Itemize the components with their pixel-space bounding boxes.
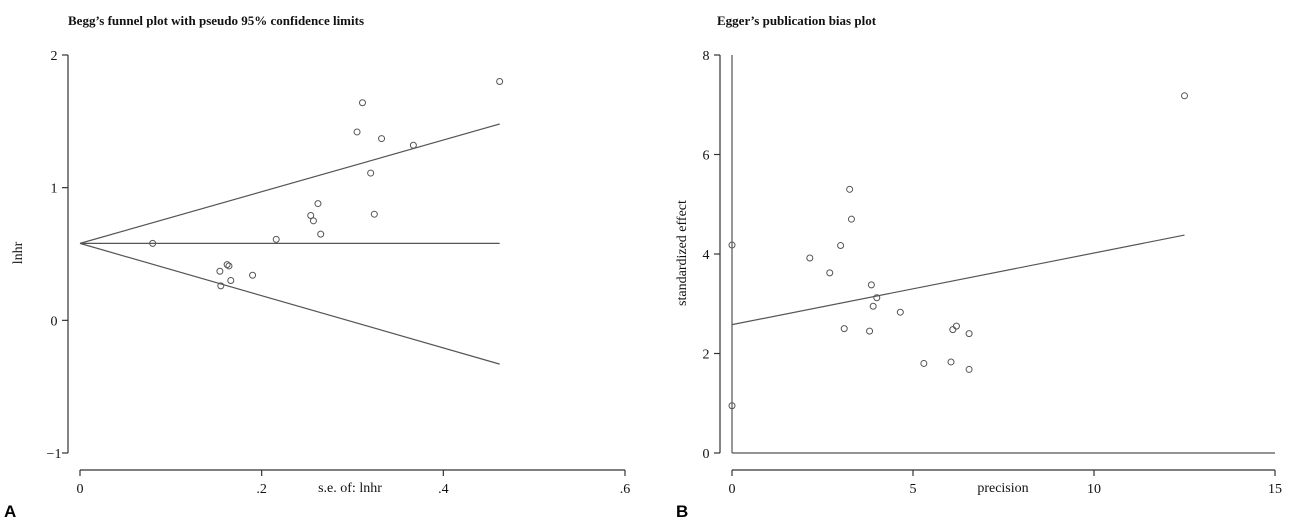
begg-x-tick-label: .4 [438, 482, 449, 497]
egger-study-point [826, 269, 834, 277]
egger-study-point [965, 365, 973, 373]
begg-funnel-plot: −1 0 1 2 0 .2 .4 .6 [47, 49, 631, 497]
begg-study-point [149, 239, 157, 247]
begg-study-point [317, 230, 325, 238]
egger-plot-title: Egger’s publication bias plot [717, 13, 877, 28]
egger-study-point [920, 359, 928, 367]
egger-y-tick-label: 4 [703, 248, 710, 263]
begg-y-tick-label: 2 [51, 49, 58, 64]
egger-study-point [947, 358, 955, 366]
begg-study-point [370, 210, 378, 218]
begg-study-point [358, 99, 366, 107]
begg-x-axis-label: s.e. of: lnhr [318, 481, 382, 496]
egger-bias-plot: 0 2 4 6 8 0 5 10 15 [703, 49, 1283, 497]
egger-study-point [866, 327, 874, 335]
begg-study-point [223, 261, 231, 269]
egger-y-tick-label: 6 [703, 149, 710, 164]
begg-y-axis-label: lnhr [11, 241, 26, 264]
panel-label-b: B [676, 502, 688, 520]
egger-x-axis-label: precision [977, 481, 1028, 496]
egger-study-point [965, 330, 973, 338]
egger-y-tick-label: 2 [703, 348, 710, 363]
begg-upper-confidence-limit [79, 123, 500, 244]
begg-y-tick-label: −1 [47, 447, 62, 462]
egger-regression-line [731, 234, 1185, 326]
egger-study-point [949, 326, 957, 334]
egger-study-point [867, 281, 875, 289]
begg-study-point [496, 78, 504, 86]
egger-study-point [837, 242, 845, 250]
egger-study-point [728, 402, 736, 410]
egger-study-point [728, 241, 736, 249]
egger-x-tick-label: 15 [1268, 482, 1282, 497]
begg-lower-confidence-limit [79, 242, 500, 365]
begg-x-tick-label: .6 [620, 482, 631, 497]
panel-label-a: A [4, 502, 16, 520]
begg-y-tick-label: 0 [51, 314, 58, 329]
egger-y-axis-label: standardized effect [675, 200, 690, 306]
begg-study-point [314, 200, 322, 208]
egger-study-point [846, 185, 854, 193]
egger-x-tick-label: 5 [910, 482, 917, 497]
begg-study-point [249, 271, 257, 279]
begg-study-point [225, 262, 233, 270]
egger-study-point [1181, 92, 1188, 100]
begg-study-point [409, 141, 417, 149]
begg-plot-title: Begg’s funnel plot with pseudo 95% confi… [68, 13, 364, 28]
egger-study-point [896, 308, 904, 316]
egger-study-point [869, 302, 877, 310]
begg-study-point [353, 128, 361, 136]
egger-y-tick-label: 0 [703, 447, 710, 462]
egger-study-point [873, 294, 881, 302]
begg-study-point [367, 169, 375, 177]
begg-study-point [307, 212, 315, 220]
begg-study-point [272, 235, 280, 243]
begg-y-tick-label: 1 [51, 182, 58, 197]
begg-study-point [309, 217, 317, 225]
begg-study-point [217, 282, 225, 290]
egger-study-point [952, 322, 960, 330]
egger-study-point [806, 254, 814, 262]
egger-x-tick-label: 0 [729, 482, 736, 497]
egger-study-point [840, 325, 848, 333]
begg-x-tick-label: 0 [77, 482, 84, 497]
begg-study-point [227, 277, 235, 285]
egger-y-tick-label: 8 [703, 49, 710, 64]
begg-x-tick-label: .2 [256, 482, 267, 497]
begg-study-point [378, 135, 386, 143]
egger-study-point [847, 215, 855, 223]
egger-x-tick-label: 10 [1087, 482, 1101, 497]
begg-study-point [216, 267, 224, 275]
